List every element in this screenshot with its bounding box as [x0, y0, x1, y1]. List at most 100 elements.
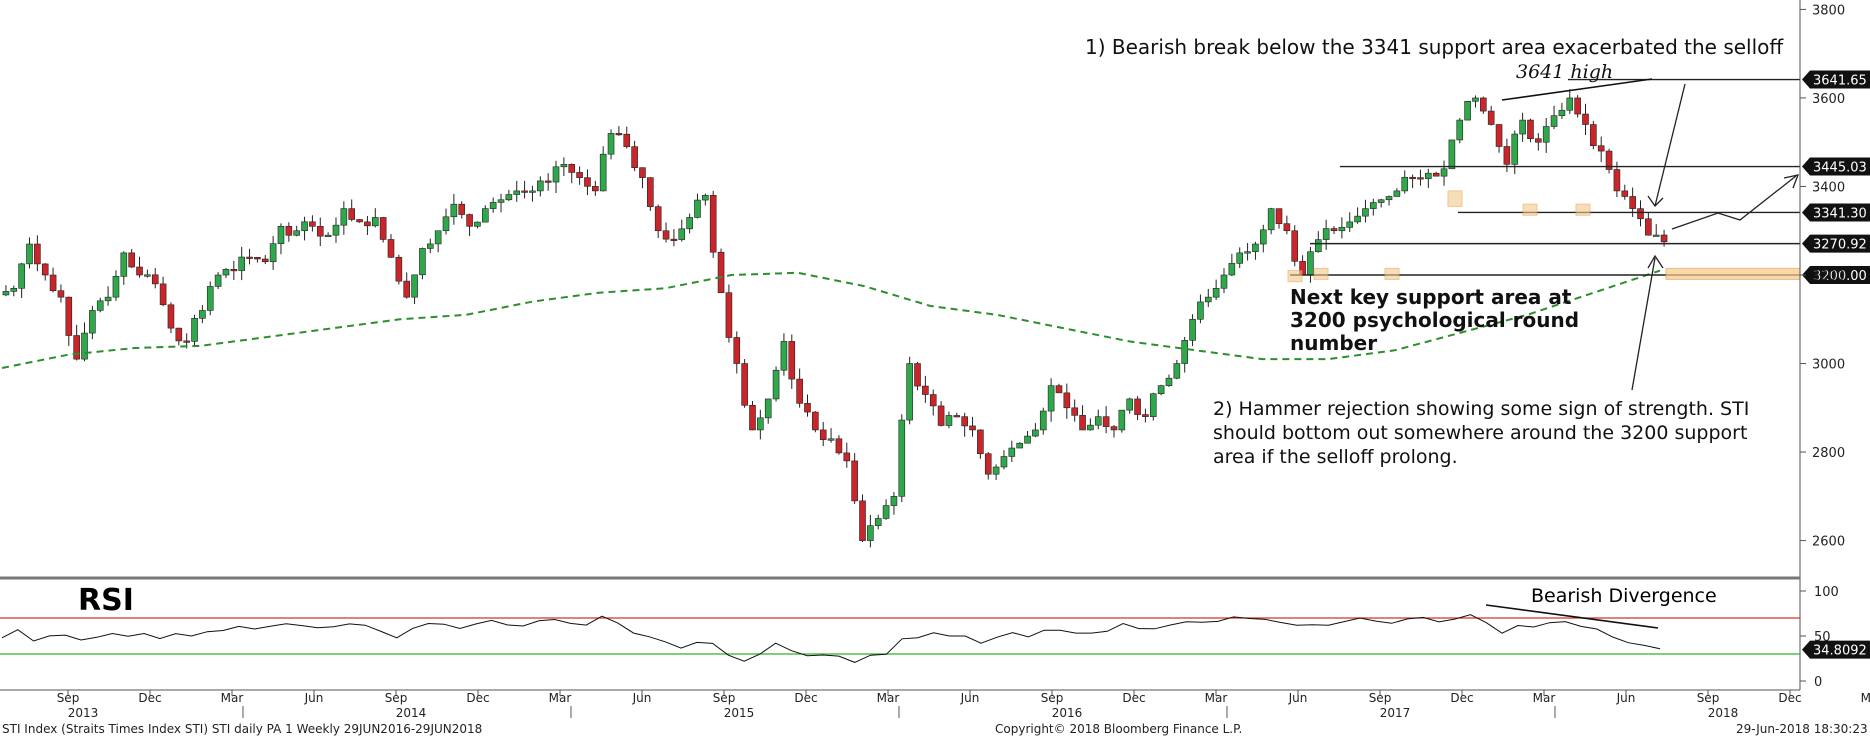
candle-body: [859, 500, 866, 541]
candle-body: [741, 363, 748, 406]
candle-body: [1157, 385, 1165, 395]
candle-body: [1425, 172, 1432, 179]
candle-body: [136, 266, 143, 276]
candle-body: [474, 221, 481, 227]
candle-body: [898, 419, 906, 497]
year-label: 2018: [1708, 706, 1739, 720]
candle-body: [1590, 124, 1597, 147]
month-tick-label: Dec: [138, 691, 161, 705]
candle-body: [1330, 228, 1338, 232]
candle-body: [73, 335, 80, 360]
rsi-title: RSI: [78, 583, 134, 618]
year-label: 2017: [1380, 706, 1411, 720]
candle-body: [1259, 229, 1267, 245]
level-tag: [1802, 234, 1870, 253]
candle-body: [654, 206, 662, 232]
candle-body: [1637, 208, 1644, 220]
candle-body: [725, 292, 733, 338]
candle-body: [686, 217, 693, 230]
candle-body: [89, 310, 96, 334]
month-tick-label: Dec: [1778, 691, 1801, 705]
candle-body: [1087, 424, 1094, 431]
candle-body: [293, 230, 300, 236]
candle-body: [1605, 150, 1613, 170]
candle-body: [1134, 398, 1141, 415]
candle-body: [442, 216, 450, 232]
rsi-tick-label: 0: [1814, 675, 1822, 690]
candle-body: [489, 202, 497, 209]
candle-body: [1448, 139, 1456, 170]
candle-body: [1480, 97, 1487, 112]
candle-body: [481, 208, 489, 223]
candle-body: [1283, 223, 1291, 232]
candle-body: [1652, 234, 1660, 237]
candle-body: [1472, 97, 1479, 102]
candle-body: [1110, 426, 1118, 431]
level-tag: [1802, 203, 1870, 222]
level-tag: [1802, 266, 1870, 285]
candle-body: [1189, 318, 1196, 341]
candle-body: [733, 337, 741, 364]
candle-body: [521, 190, 528, 193]
hammer-arrowhead: [1647, 254, 1664, 269]
candle-body: [1503, 146, 1511, 165]
footer-security: STI Index (Straits Times Index STI) STI …: [2, 722, 483, 736]
candle-body: [1267, 208, 1275, 231]
candle-body: [1000, 456, 1008, 468]
candle-body: [1660, 234, 1668, 243]
candle-body: [348, 208, 356, 220]
projection-arrow: [1671, 175, 1797, 230]
candle-body: [1456, 119, 1464, 141]
candle-body: [214, 274, 222, 287]
candle-body: [1582, 113, 1589, 125]
candle-body: [969, 425, 976, 431]
candle-body: [914, 363, 921, 387]
month-tick-label: Jun: [960, 691, 980, 705]
breakdown-annotation: 1) Bearish break below the 3341 support …: [1085, 35, 1784, 59]
candle-body: [167, 304, 175, 329]
candle-body: [607, 133, 615, 155]
candle-body: [1055, 385, 1063, 394]
candle-body: [874, 518, 882, 526]
candlesticks: [2, 89, 1668, 548]
month-tick-label: Sep: [713, 691, 736, 705]
time-axis: Sep Dec Mar Jun Sep Dec Mar Jun Sep Dec Mar Jun Sep D…: [0, 689, 1870, 720]
candle-body: [945, 415, 953, 426]
breakdown-arrow: [1654, 83, 1686, 207]
candle-body: [1511, 133, 1519, 165]
candle-body: [1008, 447, 1016, 457]
footer-copyright: Copyright© 2018 Bloomberg Finance L.P.: [995, 722, 1243, 736]
candle-body: [505, 194, 513, 201]
divergence-label: Bearish Divergence: [1531, 585, 1717, 607]
month-tick-label: Sep: [1041, 691, 1064, 705]
candle-body: [379, 217, 387, 240]
year-label: 2014: [396, 706, 427, 720]
candle-body: [678, 228, 686, 240]
candle-body: [780, 341, 788, 371]
horizontal-levels: 3641.65 3445.03 3341.30 3270.92 3200.00: [1290, 70, 1870, 285]
price-axis: 2600 2800 3000 3200 3400 3600 3800: [1799, 0, 1845, 690]
candle-body: [466, 214, 473, 227]
candle-body: [937, 405, 945, 426]
candle-body: [662, 230, 670, 240]
candle-body: [18, 263, 25, 289]
candle-body: [1314, 239, 1322, 253]
support-zone-box: [1313, 267, 1329, 280]
candle-body: [1047, 385, 1055, 412]
candle-body: [647, 177, 654, 207]
candle-body: [1440, 168, 1448, 177]
candle-body: [261, 258, 269, 263]
level-tag: [1802, 70, 1870, 89]
candle-body: [843, 452, 851, 462]
support-zone-band: [1665, 267, 1801, 280]
candle-body: [309, 221, 316, 227]
candle-body: [57, 290, 65, 298]
candle-body: [1487, 110, 1495, 125]
candle-body: [1432, 172, 1440, 177]
candle-body: [356, 219, 363, 223]
candle-body: [387, 239, 395, 258]
price-tick-label: 3200: [1812, 269, 1845, 284]
support-zone-box: [1384, 267, 1400, 280]
candle-body: [639, 167, 646, 178]
candle-body: [544, 180, 552, 183]
